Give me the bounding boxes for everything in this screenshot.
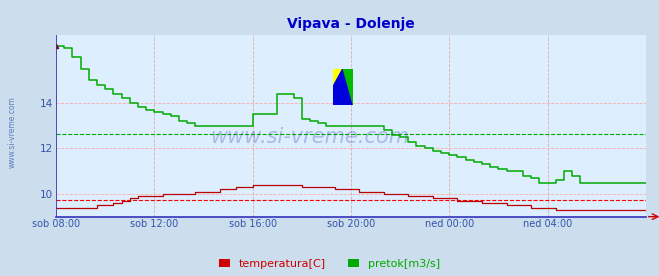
Title: Vipava - Dolenje: Vipava - Dolenje: [287, 17, 415, 31]
Legend: temperatura[C], pretok[m3/s]: temperatura[C], pretok[m3/s]: [214, 254, 445, 273]
Polygon shape: [343, 69, 353, 105]
Polygon shape: [333, 69, 353, 105]
Text: www.si-vreme.com: www.si-vreme.com: [210, 126, 409, 147]
Text: www.si-vreme.com: www.si-vreme.com: [8, 97, 17, 168]
Polygon shape: [333, 69, 343, 87]
